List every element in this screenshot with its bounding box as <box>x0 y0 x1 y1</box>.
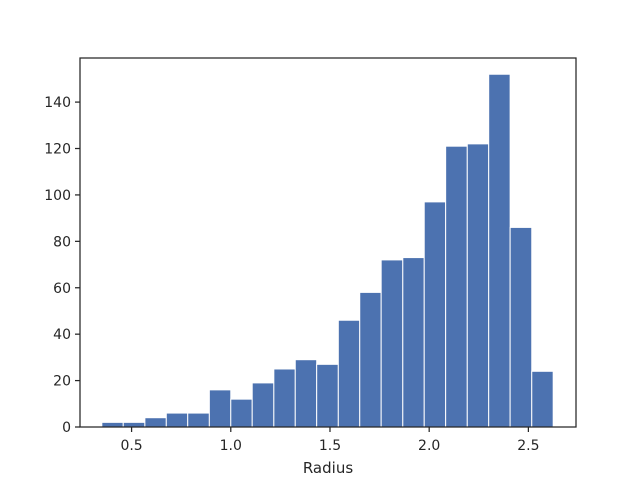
histogram-bar-3 <box>165 412 189 428</box>
histogram-bar-19 <box>509 226 533 428</box>
histogram-bar-10 <box>316 363 339 428</box>
x-tick-label: 2.5 <box>517 438 539 454</box>
histogram-bar-14 <box>402 257 425 428</box>
histogram-bar-18 <box>488 73 511 428</box>
histogram-bar-12 <box>359 291 382 428</box>
x-axis-label: Radius <box>303 459 353 477</box>
histogram-bar-7 <box>251 382 275 428</box>
x-tick-label: 0.5 <box>120 438 142 454</box>
y-tick-label: 0 <box>62 420 71 436</box>
bars-group <box>101 73 554 428</box>
histogram-bar-8 <box>273 368 296 428</box>
histogram-bar-4 <box>187 412 210 428</box>
y-tick-label: 80 <box>53 234 71 250</box>
y-tick-label: 40 <box>53 327 71 343</box>
x-tick-label: 1.0 <box>220 438 242 454</box>
axes-frame <box>79 57 577 428</box>
y-axis-ticks: 0 20 40 60 80 100 120 140 <box>44 95 80 436</box>
histogram-bar-15 <box>423 201 447 428</box>
histogram-bar-0 <box>101 421 124 428</box>
histogram-bar-6 <box>230 398 253 428</box>
histogram-bar-20 <box>531 370 554 428</box>
x-axis-ticks: 0.5 1.0 1.5 2.0 2.5 <box>120 427 540 454</box>
y-tick-label: 20 <box>53 374 71 390</box>
histogram-bar-11 <box>337 319 361 428</box>
histogram-bar-13 <box>380 259 404 428</box>
histogram-bar-9 <box>294 359 318 428</box>
x-tick-label: 1.5 <box>319 438 341 454</box>
y-tick-label: 100 <box>44 188 71 204</box>
histogram-bar-17 <box>466 143 490 428</box>
histogram-bar-5 <box>208 389 232 428</box>
histogram-bar-1 <box>122 421 146 428</box>
histogram-bar-2 <box>144 417 167 428</box>
y-tick-label: 140 <box>44 95 71 111</box>
x-tick-label: 2.0 <box>418 438 440 454</box>
histogram-bar-16 <box>445 145 468 428</box>
y-tick-label: 120 <box>44 142 71 158</box>
y-tick-label: 60 <box>53 281 71 297</box>
